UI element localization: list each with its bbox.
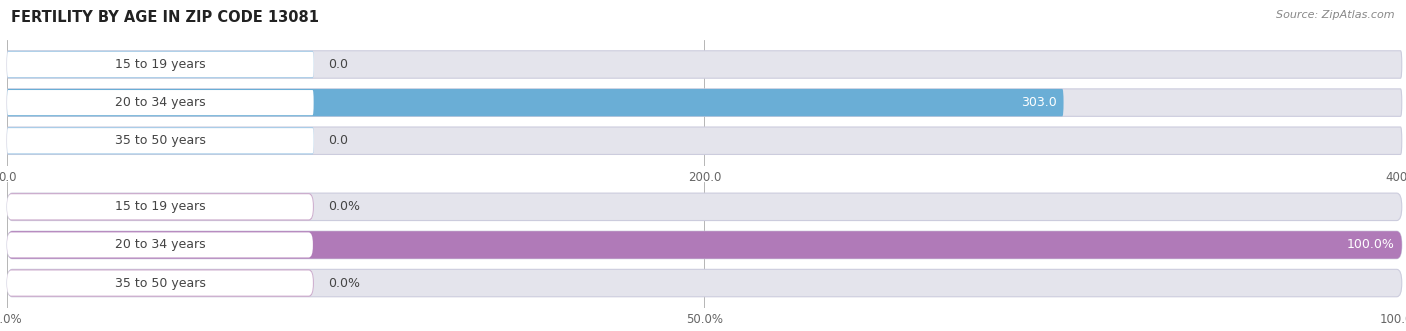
FancyBboxPatch shape [7, 89, 1063, 116]
FancyBboxPatch shape [7, 193, 1402, 220]
Text: 20 to 34 years: 20 to 34 years [115, 238, 205, 252]
FancyBboxPatch shape [7, 270, 314, 296]
Text: 20 to 34 years: 20 to 34 years [115, 96, 205, 109]
Text: 35 to 50 years: 35 to 50 years [115, 134, 205, 147]
FancyBboxPatch shape [7, 232, 314, 258]
FancyBboxPatch shape [7, 52, 314, 77]
Text: 0.0: 0.0 [328, 134, 347, 147]
Text: 15 to 19 years: 15 to 19 years [115, 200, 205, 213]
Text: 0.0%: 0.0% [328, 200, 360, 213]
FancyBboxPatch shape [7, 231, 1402, 259]
FancyBboxPatch shape [7, 128, 314, 153]
Text: 303.0: 303.0 [1021, 96, 1056, 109]
FancyBboxPatch shape [7, 193, 314, 220]
FancyBboxPatch shape [7, 269, 1402, 297]
FancyBboxPatch shape [7, 127, 1402, 155]
FancyBboxPatch shape [7, 89, 1402, 116]
Text: 0.0: 0.0 [328, 58, 347, 71]
Text: 35 to 50 years: 35 to 50 years [115, 277, 205, 290]
Text: 100.0%: 100.0% [1347, 238, 1395, 252]
Text: FERTILITY BY AGE IN ZIP CODE 13081: FERTILITY BY AGE IN ZIP CODE 13081 [11, 10, 319, 25]
FancyBboxPatch shape [7, 51, 314, 78]
Text: Source: ZipAtlas.com: Source: ZipAtlas.com [1277, 10, 1395, 20]
FancyBboxPatch shape [7, 269, 314, 297]
FancyBboxPatch shape [7, 127, 314, 155]
FancyBboxPatch shape [7, 90, 314, 115]
Text: 15 to 19 years: 15 to 19 years [115, 58, 205, 71]
FancyBboxPatch shape [7, 231, 1402, 259]
FancyBboxPatch shape [7, 51, 1402, 78]
FancyBboxPatch shape [7, 194, 314, 219]
Text: 0.0%: 0.0% [328, 277, 360, 290]
